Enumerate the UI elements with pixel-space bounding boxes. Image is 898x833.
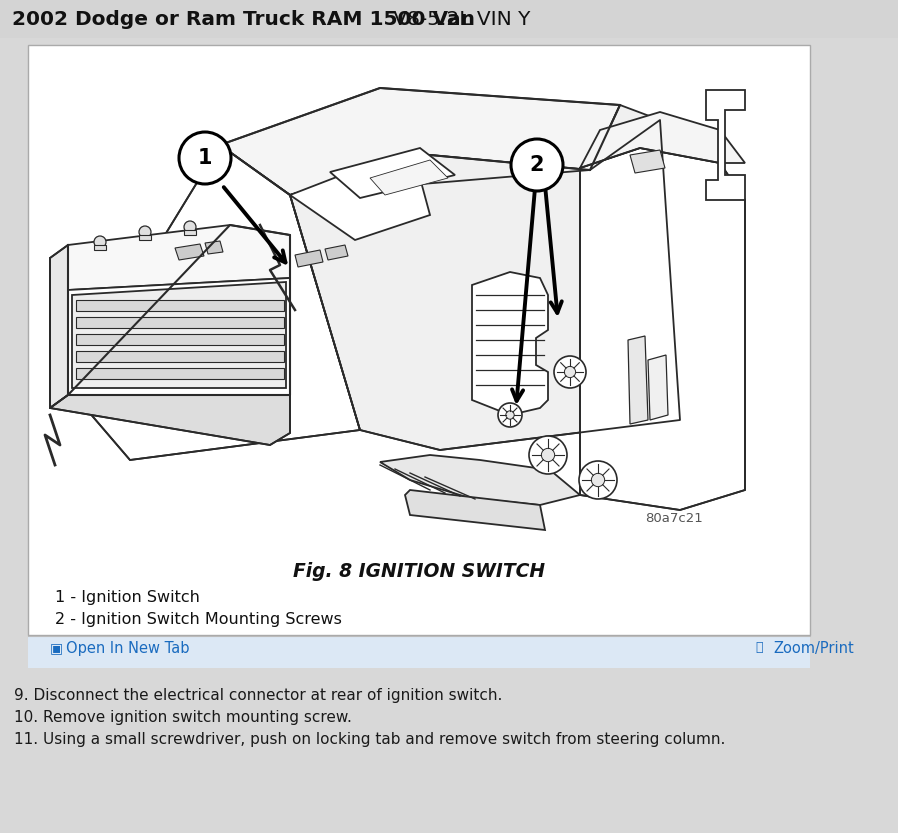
Polygon shape [295, 250, 323, 267]
Polygon shape [630, 150, 665, 173]
Polygon shape [405, 490, 545, 530]
Circle shape [498, 403, 522, 427]
Polygon shape [580, 112, 745, 168]
Polygon shape [94, 245, 106, 250]
Polygon shape [380, 455, 580, 505]
Polygon shape [70, 145, 360, 460]
Polygon shape [50, 395, 290, 445]
Text: 2: 2 [530, 155, 544, 175]
Polygon shape [472, 272, 548, 415]
Polygon shape [628, 336, 648, 424]
Polygon shape [220, 88, 620, 195]
Polygon shape [76, 368, 284, 379]
Text: 1 - Ignition Switch: 1 - Ignition Switch [55, 590, 200, 605]
Circle shape [506, 411, 515, 419]
Text: 10. Remove ignition switch mounting screw.: 10. Remove ignition switch mounting scre… [14, 710, 352, 725]
Circle shape [511, 139, 563, 191]
Circle shape [94, 236, 106, 248]
Polygon shape [184, 230, 196, 235]
Bar [0, 0, 898, 38]
Text: Open In New Tab: Open In New Tab [66, 641, 189, 656]
Circle shape [529, 436, 567, 474]
Text: 2 - Ignition Switch Mounting Screws: 2 - Ignition Switch Mounting Screws [55, 612, 342, 627]
Text: 11. Using a small screwdriver, push on locking tab and remove switch from steeri: 11. Using a small screwdriver, push on l… [14, 732, 726, 747]
Polygon shape [325, 245, 348, 260]
Bar [28, 636, 810, 668]
Text: 🔍: 🔍 [755, 641, 762, 654]
Polygon shape [76, 317, 284, 328]
Circle shape [139, 226, 151, 238]
Polygon shape [205, 241, 223, 254]
Polygon shape [139, 235, 151, 240]
Circle shape [184, 221, 196, 233]
Polygon shape [72, 282, 286, 388]
Text: 2002 Dodge or Ram Truck RAM 1500 Van: 2002 Dodge or Ram Truck RAM 1500 Van [12, 10, 475, 29]
Text: Zoom/Print: Zoom/Print [773, 641, 854, 656]
Circle shape [579, 461, 617, 499]
Polygon shape [76, 351, 284, 362]
Polygon shape [290, 105, 680, 450]
Text: 1: 1 [198, 148, 212, 168]
Circle shape [565, 367, 576, 377]
Circle shape [179, 132, 231, 184]
Bar [28, 45, 810, 635]
Polygon shape [68, 225, 290, 290]
Polygon shape [360, 155, 440, 178]
Text: Fig. 8 IGNITION SWITCH: Fig. 8 IGNITION SWITCH [293, 562, 545, 581]
Polygon shape [76, 300, 284, 311]
Circle shape [592, 473, 604, 486]
Polygon shape [76, 334, 284, 345]
Text: 9. Disconnect the electrical connector at rear of ignition switch.: 9. Disconnect the electrical connector a… [14, 688, 502, 703]
Polygon shape [580, 148, 745, 510]
Polygon shape [706, 90, 745, 200]
Polygon shape [648, 355, 668, 420]
Polygon shape [330, 148, 455, 198]
Text: V8-5.2L VIN Y: V8-5.2L VIN Y [387, 10, 531, 29]
Polygon shape [290, 168, 430, 240]
Text: ▣: ▣ [50, 641, 63, 655]
Polygon shape [175, 244, 204, 260]
Polygon shape [370, 160, 448, 195]
Polygon shape [50, 245, 68, 408]
Circle shape [541, 448, 555, 461]
Polygon shape [68, 278, 290, 395]
Circle shape [554, 356, 586, 388]
Text: 80a7c21: 80a7c21 [645, 512, 703, 525]
